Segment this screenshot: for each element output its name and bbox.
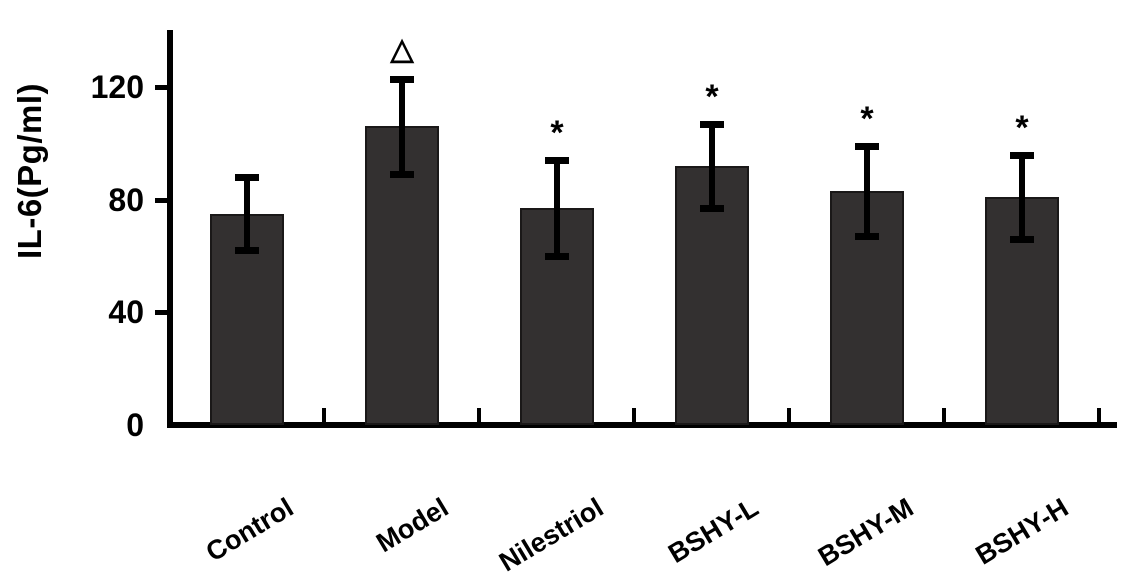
significance-marker-bshy-m: * bbox=[860, 100, 874, 139]
error-bar-cap-lower-model bbox=[390, 171, 414, 179]
x-tick-4 bbox=[942, 408, 946, 424]
x-tick-0 bbox=[322, 408, 326, 424]
y-tick-label-wrap: 120 bbox=[40, 69, 144, 105]
x-tick-5 bbox=[1097, 408, 1101, 424]
y-tick-label: 80 bbox=[108, 181, 144, 218]
y-tick-label-wrap: 80 bbox=[40, 181, 144, 218]
error-bar-stem-control bbox=[244, 177, 250, 251]
significance-marker-bshy-l: * bbox=[705, 77, 719, 116]
y-tick-label: 40 bbox=[108, 294, 144, 331]
y-tick-label-wrap: 40 bbox=[40, 294, 144, 331]
y-axis-title: IL-6(Pg/ml) bbox=[11, 83, 48, 259]
y-axis-line bbox=[167, 30, 173, 428]
x-tick-3 bbox=[787, 408, 791, 424]
error-bar-stem-bshy-l bbox=[709, 123, 715, 209]
x-tick-1 bbox=[477, 408, 481, 424]
error-bar-cap-upper-bshy-l bbox=[700, 120, 724, 128]
significance-marker-model: △ bbox=[390, 32, 414, 66]
error-bar-cap-lower-bshy-l bbox=[700, 205, 724, 213]
error-bar-cap-upper-bshy-h bbox=[1010, 151, 1034, 159]
y-tick-120 bbox=[155, 85, 173, 90]
y-tick-80 bbox=[155, 197, 173, 203]
error-bar-cap-lower-bshy-m bbox=[855, 233, 879, 241]
y-tick-label: 0 bbox=[126, 407, 144, 443]
error-bar-cap-lower-bshy-h bbox=[1010, 236, 1034, 244]
x-label-control: Control bbox=[200, 492, 299, 568]
error-bar-cap-upper-nilestriol bbox=[545, 157, 569, 165]
bar-bshy-m[interactable] bbox=[830, 191, 904, 425]
y-tick-label: 120 bbox=[90, 69, 144, 105]
error-bar-cap-lower-control bbox=[235, 247, 259, 255]
significance-marker-nilestriol: * bbox=[550, 114, 564, 153]
error-bar-stem-model bbox=[399, 78, 405, 175]
bar-control[interactable] bbox=[210, 213, 284, 425]
error-bar-stem-nilestriol bbox=[554, 160, 560, 256]
error-bar-cap-upper-control bbox=[235, 174, 259, 182]
significance-marker-bshy-h: * bbox=[1015, 108, 1029, 147]
y-tick-40 bbox=[155, 310, 173, 316]
error-bar-stem-bshy-m bbox=[864, 146, 870, 237]
error-bar-cap-upper-model bbox=[390, 75, 414, 83]
x-tick-2 bbox=[632, 408, 636, 424]
x-axis-line bbox=[167, 422, 1117, 428]
error-bar-cap-upper-bshy-m bbox=[855, 143, 879, 151]
error-bar-cap-lower-nilestriol bbox=[545, 253, 569, 260]
error-bar-stem-bshy-h bbox=[1019, 154, 1025, 240]
y-tick-label-wrap: 0 bbox=[40, 407, 144, 443]
